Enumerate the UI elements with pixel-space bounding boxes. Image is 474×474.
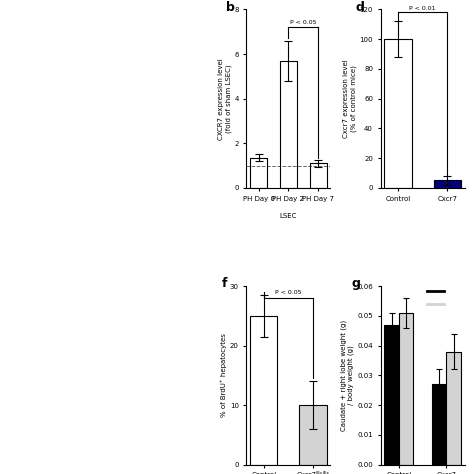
Bar	[384, 325, 399, 465]
Bar	[384, 39, 411, 188]
Bar	[250, 158, 267, 188]
Text: P < 0.05: P < 0.05	[290, 20, 317, 25]
Bar	[434, 181, 461, 188]
Y-axis label: Caudate + right lobe weight (g)
/ body weight (g): Caudate + right lobe weight (g) / body w…	[340, 320, 355, 431]
Bar	[399, 313, 413, 465]
Bar	[447, 352, 461, 465]
Bar	[300, 405, 327, 465]
Text: P < 0.01: P < 0.01	[410, 6, 436, 11]
Bar	[432, 384, 447, 465]
Bar	[280, 61, 297, 188]
Text: d: d	[356, 0, 365, 14]
Text: g: g	[351, 277, 360, 290]
Y-axis label: Cxcr7 expression level
(% of control mice): Cxcr7 expression level (% of control mic…	[343, 59, 357, 138]
Text: P < 0.05: P < 0.05	[275, 290, 301, 295]
Bar	[310, 164, 327, 188]
Bar	[250, 316, 277, 465]
Text: f: f	[221, 277, 227, 290]
Y-axis label: CXCR7 expression level
(fold of sham LSEC): CXCR7 expression level (fold of sham LSE…	[218, 58, 232, 139]
Y-axis label: % of BrdU⁺ hepatocytes: % of BrdU⁺ hepatocytes	[220, 333, 227, 417]
X-axis label: LSEC: LSEC	[280, 213, 297, 219]
Text: b: b	[226, 0, 234, 14]
